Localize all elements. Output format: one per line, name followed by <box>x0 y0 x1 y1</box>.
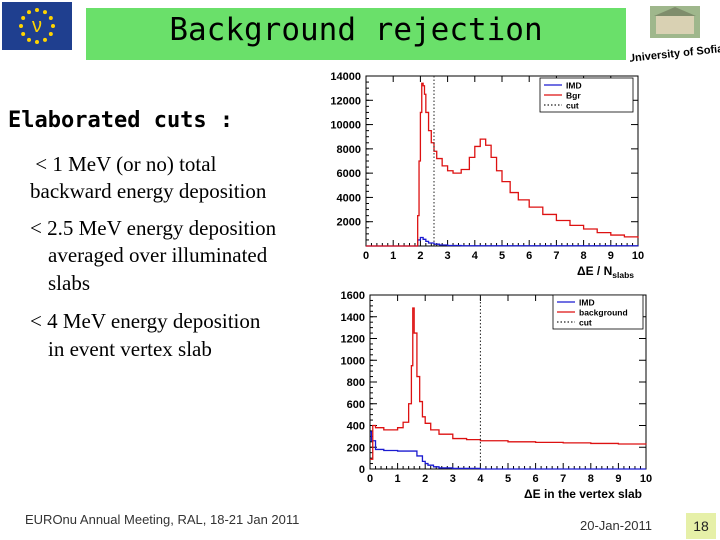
footer-date: 20-Jan-2011 <box>580 518 653 533</box>
flag-star <box>48 16 53 20</box>
chart-energy-per-slab: 0 1 2 3 4 5 6 7 8 9 10 2000 4000 6000 8000 10000 12000 14… <box>330 71 644 280</box>
y-tick-label: 1000 <box>341 355 365 367</box>
y-tick-label: 200 <box>347 442 365 454</box>
chart-energy-per-slab-content: 0 1 2 3 4 5 6 7 8 9 10 2000 4000 6000 8000 10000 12000 14… <box>330 71 644 280</box>
y-tick-label: 1400 <box>341 312 365 324</box>
series-line-imd <box>366 236 639 247</box>
x-tick-label: 2 <box>417 250 423 262</box>
x-tick-label: 2 <box>422 473 428 485</box>
x-tick-label: 9 <box>608 250 614 262</box>
eu-flag-logo: ν <box>2 2 72 50</box>
flag-star <box>35 8 39 12</box>
cut-line-7: in event vertex slab <box>48 337 212 361</box>
x-tick-label: 3 <box>445 250 451 262</box>
flag-star <box>21 16 26 20</box>
x-tick-label: 9 <box>615 473 621 485</box>
chart-vertex-slab-energy-content: 0 1 2 3 4 5 6 7 8 9 10 0 200 400 600 800 1000 1200 1400 160… <box>341 290 653 501</box>
y-tick-label: 1600 <box>341 290 365 302</box>
x-tick-label: 5 <box>499 250 505 262</box>
flag-stars <box>19 8 55 44</box>
eu-stars-icon: ν <box>2 2 72 50</box>
y-tick-label: 12000 <box>330 95 361 107</box>
legend-label: cut <box>566 101 579 111</box>
y-tick-label: 10000 <box>330 120 361 132</box>
slide-title: Background rejection <box>169 12 543 48</box>
logo-building-facade <box>656 16 694 34</box>
legend-label: IMD <box>579 298 595 308</box>
x-axis-label: ΔE / Nslabs <box>577 264 634 280</box>
cut-line-6: < 4 MeV energy deposition <box>30 309 261 333</box>
x-tick-label: 10 <box>640 473 652 485</box>
y-tick-label: 1200 <box>341 334 365 346</box>
university-logo: University of Sofia <box>627 2 720 65</box>
flag-star <box>51 24 55 28</box>
flag-star <box>21 32 26 36</box>
flag-star <box>43 37 47 42</box>
flag-star <box>43 10 47 15</box>
x-tick-label: 3 <box>450 473 456 485</box>
x-axis-label: ΔE in the vertex slab <box>524 487 642 501</box>
x-axis-label-subscript: slabs <box>612 270 634 280</box>
flag-star <box>27 10 31 15</box>
y-tick-label: 2000 <box>337 217 361 229</box>
cut-line-4: averaged over illuminated <box>48 243 268 267</box>
title-banner <box>86 8 626 60</box>
cut-line-5: slabs <box>48 271 90 295</box>
x-tick-label: 1 <box>390 250 396 262</box>
x-tick-label: 7 <box>553 250 559 262</box>
x-tick-label: 10 <box>632 250 644 262</box>
legend-label: cut <box>579 318 592 328</box>
legend-label: IMD <box>566 81 582 91</box>
y-tick-label: 400 <box>347 421 365 433</box>
series-line-background <box>370 307 647 460</box>
legend-label: Bgr <box>566 91 581 101</box>
logo-caption: University of Sofia <box>630 43 720 62</box>
series-line-bgr <box>366 82 639 247</box>
x-tick-label: 1 <box>395 473 401 485</box>
x-tick-label: 8 <box>581 250 587 262</box>
y-tick-label: 0 <box>359 464 365 476</box>
cut-line-1: < 1 MeV (or no) total <box>30 152 217 176</box>
cut-line-2: backward energy deposition <box>30 179 267 203</box>
cuts-heading: Elaborated cuts : <box>8 108 234 133</box>
x-tick-label: 8 <box>588 473 594 485</box>
y-tick-label: 14000 <box>330 71 361 83</box>
y-tick-label: 4000 <box>337 192 361 204</box>
y-tick-label: 600 <box>347 399 365 411</box>
page-number: 18 <box>686 513 716 539</box>
x-tick-label: 5 <box>505 473 511 485</box>
cut-line-3: < 2.5 MeV energy deposition <box>30 216 277 240</box>
flag-star <box>27 37 31 42</box>
x-tick-label: 4 <box>477 473 484 485</box>
legend-label: background <box>579 308 628 318</box>
x-tick-label: 0 <box>363 250 369 262</box>
series-line-imd <box>370 431 646 470</box>
x-tick-label: 6 <box>526 250 532 262</box>
chart-vertex-slab-energy: 0 1 2 3 4 5 6 7 8 9 10 0 200 400 600 800 1000 1200 1400 160… <box>341 290 653 501</box>
logo-building-roof <box>654 7 696 16</box>
flag-star <box>19 24 23 28</box>
flag-nu-symbol: ν <box>32 15 42 37</box>
footer-conference: EUROnu Annual Meeting, RAL, 18-21 Jan 20… <box>25 512 300 527</box>
x-tick-label: 0 <box>367 473 373 485</box>
flag-star <box>48 32 53 36</box>
x-tick-label: 4 <box>472 250 479 262</box>
y-tick-label: 800 <box>347 377 365 389</box>
flag-star <box>35 40 39 44</box>
x-tick-label: 6 <box>533 473 539 485</box>
y-tick-label: 6000 <box>337 168 361 180</box>
y-tick-label: 8000 <box>337 144 361 156</box>
x-tick-label: 7 <box>560 473 566 485</box>
